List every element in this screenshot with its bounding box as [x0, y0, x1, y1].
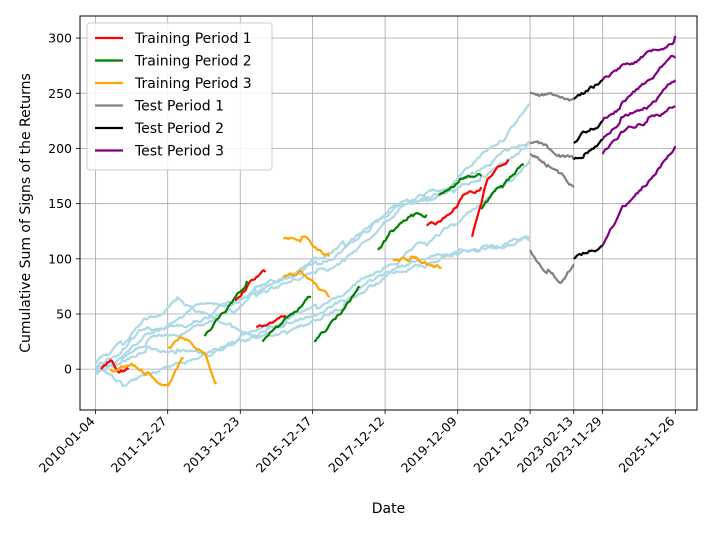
x-tick-label: 2025-11-26: [615, 413, 677, 475]
series-line-segment: [167, 336, 218, 385]
series-training-period-3: [109, 235, 442, 387]
legend-label: Test Period 2: [134, 121, 224, 137]
y-tick-label: 250: [48, 86, 72, 101]
series-line-segment: [573, 79, 604, 100]
legend-box: [86, 22, 273, 171]
x-tick-label: 2013-12-23: [180, 414, 242, 476]
x-tick-label: 2017-12-12: [325, 414, 387, 476]
y-tick-label: 0: [64, 362, 72, 377]
period-series-group: [100, 35, 677, 387]
series-line-segment: [601, 145, 677, 247]
legend-label: Training Period 3: [134, 76, 252, 92]
series-line-segment: [601, 105, 676, 155]
series-line-segment: [601, 35, 677, 81]
series-line-segment: [601, 54, 677, 122]
y-tick-label: 150: [48, 196, 72, 211]
y-tick-label: 50: [56, 306, 72, 321]
y-tick-label: 200: [48, 141, 72, 156]
x-tick-label: 2015-12-17: [253, 414, 315, 476]
series-line-segment: [261, 295, 312, 343]
background-series-line: [94, 236, 531, 365]
series-training-period-2: [203, 163, 525, 343]
series-line-segment: [438, 173, 483, 196]
y-axis-label: Cumulative Sum of Signs of the Returns: [18, 73, 34, 353]
series-line-segment: [377, 212, 428, 251]
series-line-segment: [425, 186, 483, 227]
series-line-segment: [529, 153, 575, 188]
series-line-segment: [529, 249, 575, 285]
legend: Training Period 1 Training Period 2 Traini…: [86, 22, 273, 171]
series-line-segment: [392, 255, 442, 269]
series-line-segment: [471, 158, 510, 237]
series-line-segment: [573, 120, 604, 144]
legend-label: Training Period 1: [134, 31, 252, 47]
series-line-segment: [573, 244, 604, 260]
background-series-group: [94, 103, 532, 387]
series-line-segment: [100, 359, 130, 374]
legend-label: Test Period 1: [134, 99, 224, 115]
legend-label: Training Period 2: [134, 54, 252, 70]
series-line-segment: [313, 285, 361, 343]
x-axis-label: Date: [372, 501, 405, 517]
x-axis-ticks: 2010-01-04 2011-12-27 2013-12-23 2015-12-17…: [36, 410, 677, 476]
series-line-segment: [255, 315, 288, 329]
legend-label: Test Period 3: [134, 144, 224, 160]
series-test-period-2: [572, 79, 604, 260]
series-line-segment: [282, 235, 331, 258]
series-line-segment: [282, 269, 331, 299]
series-line-segment: [529, 91, 575, 102]
series-line-segment: [234, 269, 267, 302]
grid-lines: [80, 16, 697, 410]
x-tick-label: 2011-12-27: [108, 414, 170, 476]
series-line-segment: [109, 357, 184, 387]
series-test-period-1: [529, 91, 575, 285]
background-series-line: [95, 235, 531, 387]
series-line-segment: [530, 140, 575, 160]
series-line-segment: [480, 163, 525, 210]
x-tick-label: 2010-01-04: [36, 413, 98, 475]
series-test-period-3: [601, 35, 677, 247]
plot-frame: [79, 15, 698, 411]
background-series-line: [94, 141, 531, 368]
series-line-segment: [203, 280, 249, 337]
x-tick-label: 2019-12-09: [398, 413, 460, 475]
series-line-segment: [601, 79, 677, 141]
background-series-line: [95, 103, 531, 368]
series-training-period-1: [100, 158, 510, 374]
background-series-line: [94, 159, 532, 375]
y-tick-label: 300: [48, 31, 72, 46]
y-axis-ticks: 0 50 100 150 200 250 300: [48, 31, 80, 377]
series-line-segment: [572, 138, 604, 161]
y-tick-label: 100: [48, 251, 72, 266]
